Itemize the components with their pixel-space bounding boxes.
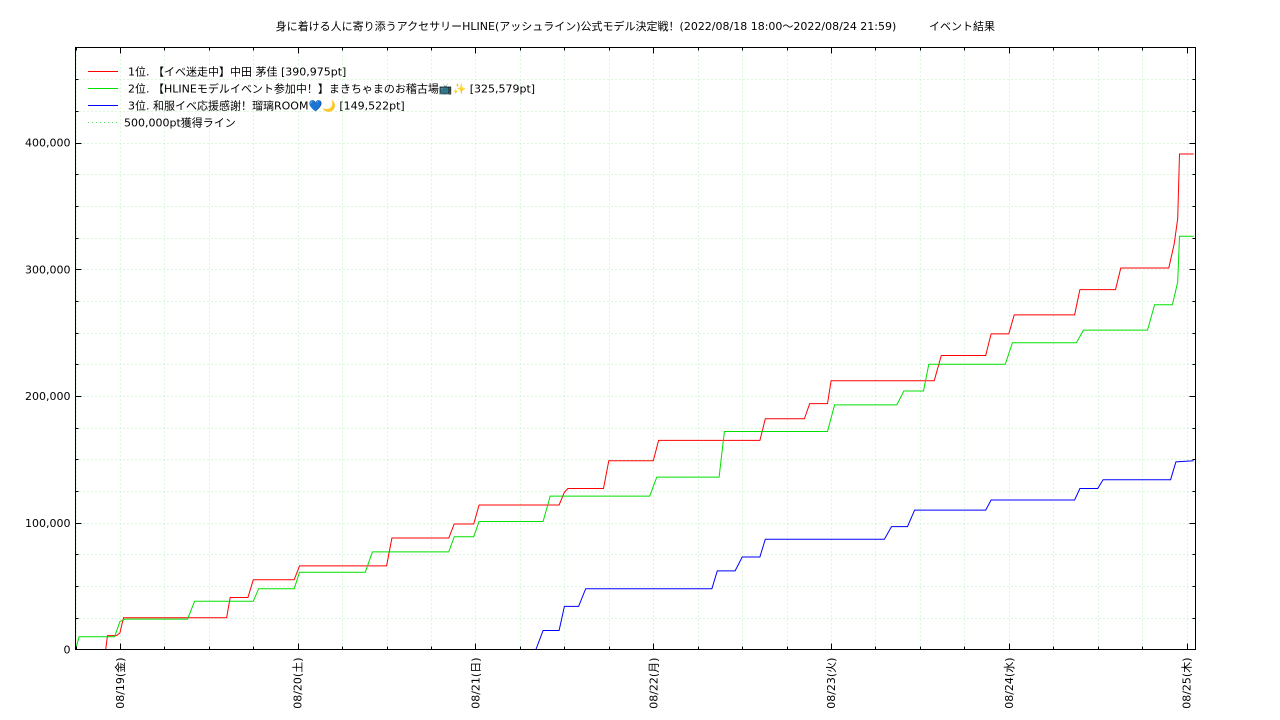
y-tick-label: 0: [64, 644, 71, 657]
legend: 1位. 【イベ迷走中】中田 茅佳 [390,975pt] 2位. 【HLINEモデ…: [88, 65, 535, 130]
y-tick-label: 300,000: [25, 263, 71, 276]
x-tick-label: 08/22(月): [647, 658, 660, 709]
series-line-1: [105, 153, 1194, 650]
x-tick-label: 08/25(木): [1181, 658, 1194, 709]
legend-label-1: 1位. 【イベ迷走中】中田 茅佳 [390,975pt]: [128, 65, 346, 79]
plot-frame: [75, 47, 1196, 650]
x-tick-label: 08/21(日): [470, 658, 483, 709]
series-line-2: [75, 235, 1194, 650]
x-tick-label: 08/24(水): [1003, 657, 1016, 708]
series-lines: [75, 153, 1194, 650]
y-tick-label: 400,000: [25, 137, 71, 150]
x-tick-label: 08/19(金): [113, 658, 127, 709]
x-tick-label: 08/20(土): [292, 658, 305, 709]
chart-subtitle: イベント結果: [929, 19, 995, 33]
axis-ticks: 0 100,000 200,000 300,000 400,000 08/19(金) 08/…: [25, 47, 1196, 709]
y-tick-label: 200,000: [25, 390, 71, 403]
legend-label-4: 500,000pt獲得ライン: [124, 117, 236, 130]
chart-title: 身に着ける人に寄り添うアクセサリーHLINE(アッシュライン)公式モデル決定戦！…: [276, 19, 897, 33]
y-tick-label: 100,000: [25, 517, 71, 530]
legend-label-2: 2位. 【HLINEモデルイベント参加中！】まきちゃまのお稽古場📺✨ [325,…: [128, 82, 535, 96]
grid: [75, 47, 1196, 650]
x-tick-label: 08/23(火): [825, 658, 838, 709]
series-line-3: [535, 460, 1194, 650]
legend-label-3: 3位. 和服イベ応援感謝！瑠璃ROOM💙🌙 [149,522pt]: [128, 99, 405, 113]
